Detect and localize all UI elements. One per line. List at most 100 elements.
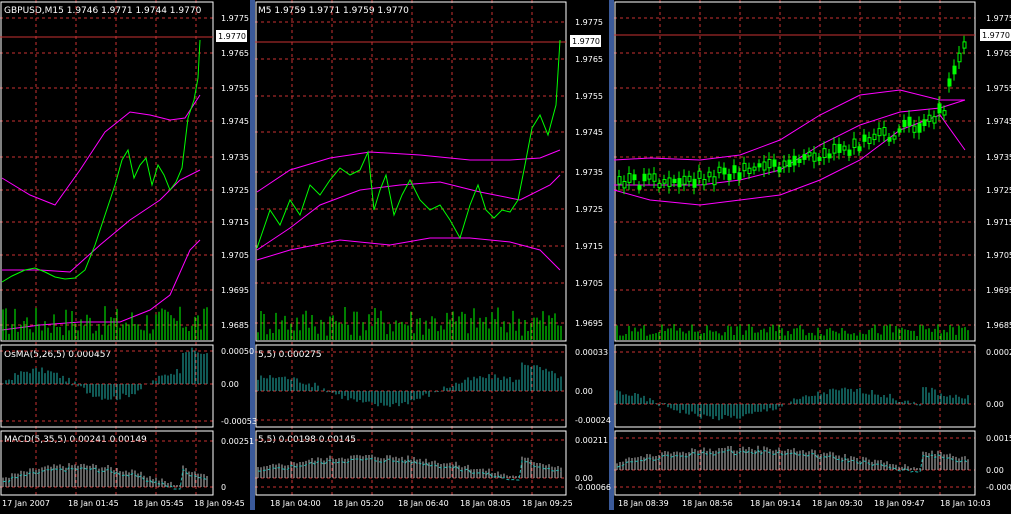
candle-body <box>637 185 642 190</box>
time-tick-label: 18 Jan 08:39 <box>618 499 669 508</box>
osma-label: 5,5) 0.000275 <box>258 350 322 360</box>
band-upper <box>256 149 561 193</box>
window-separator-1[interactable] <box>250 0 255 510</box>
candle-body <box>747 167 752 174</box>
macd-tick-label: 0.00251 <box>221 437 254 446</box>
price-line <box>1 39 201 283</box>
candle-body <box>902 119 907 128</box>
candle-body <box>787 159 792 168</box>
chart-title: GBPUSD,M15 1.9746 1.9771 1.9744 1.9770 <box>4 6 202 16</box>
candle-body <box>947 78 952 87</box>
time-tick-label: 18 Jan 09:30 <box>812 499 863 508</box>
price-tick-label: 1.9745 <box>221 117 249 126</box>
price-tick-label: 1.9735 <box>575 168 603 177</box>
macd-label: 5,5) 0.00198 0.00145 <box>258 435 356 445</box>
chart-window-candles[interactable]: 1.9770 1.9775 1.9765 1.9755 1.9745 1.9735 1.9… <box>613 0 1011 508</box>
osma-tick-label: 0.00050 <box>221 347 254 356</box>
candle-body <box>812 152 817 162</box>
candle-body <box>792 155 797 166</box>
candle-body <box>882 127 887 136</box>
panel-frame <box>0 1 214 342</box>
price-tick-label: 1.9695 <box>221 286 249 295</box>
candle-body <box>642 173 647 182</box>
candle-body <box>617 176 622 185</box>
price-tick-label: 1.9775 <box>575 18 603 27</box>
candle-body <box>652 173 657 182</box>
candle-body <box>627 173 632 183</box>
macd-tick-label: 0 <box>221 483 226 492</box>
candle-body <box>922 119 927 126</box>
osma-tick-label: 0.00029 <box>986 348 1011 357</box>
osma-label: OsMA(5,26,5) 0.000457 <box>4 350 111 360</box>
macd-tick-label: 0.00 <box>986 466 1004 475</box>
candle-body <box>872 133 877 141</box>
band-upper <box>1 94 201 206</box>
osma-tick-label: -0.00024 <box>575 416 611 425</box>
candle-body <box>757 163 762 168</box>
candle-body <box>892 135 897 140</box>
price-tick-label: 1.9725 <box>575 205 603 214</box>
price-tick-label: 1.9715 <box>221 218 249 227</box>
price-tick-label: 1.9765 <box>221 49 249 58</box>
time-tick-label: 18 Jan 08:56 <box>682 499 733 508</box>
macd-tick-label: 0.00211 <box>575 436 608 445</box>
candle-body <box>742 162 747 172</box>
candle-body <box>817 157 822 162</box>
candle-body <box>937 103 942 114</box>
macd-tick-label: 0.00154 <box>986 434 1011 443</box>
candle-body <box>827 153 832 159</box>
band-mid <box>256 174 561 251</box>
candle-body <box>632 174 637 181</box>
price-tick-label: 1.9755 <box>575 92 603 101</box>
candle-body <box>622 180 627 189</box>
macd-tick-label: 0.00 <box>575 474 593 483</box>
panel-frame <box>614 344 976 428</box>
candle-body <box>832 143 837 154</box>
candle-body <box>707 171 712 178</box>
window-separator-2[interactable] <box>609 0 614 510</box>
candle-body <box>962 41 967 49</box>
candle-body <box>717 166 722 174</box>
price-tick-label: 1.9725 <box>221 186 249 195</box>
candle-body <box>932 116 937 124</box>
macd-tick-label: -0.0008 <box>986 483 1011 492</box>
candle-body <box>852 138 857 149</box>
chart-window-gbpusd-m15[interactable]: GBPUSD,M15 1.9746 1.9771 1.9744 1.9770 O… <box>0 0 257 508</box>
price-tick-label: 1.9715 <box>575 242 603 251</box>
osma-tick-label: 0.00 <box>986 400 1004 409</box>
panel-frame <box>0 430 214 496</box>
price-tick-label: 1.9775 <box>221 14 249 23</box>
candle-body <box>847 149 852 156</box>
price-tick-label: 1.9705 <box>575 279 603 288</box>
candle-body <box>712 176 717 186</box>
osma-tick-label: -0.00053 <box>221 417 257 426</box>
band-mid <box>2 169 201 273</box>
candle-body <box>867 137 872 145</box>
price-label-box <box>216 30 247 42</box>
macd-signal-line <box>257 458 562 481</box>
price-label-box <box>570 35 601 47</box>
candle-body <box>807 151 812 157</box>
current-price-label: 1.9770 <box>218 32 246 41</box>
band-lower <box>613 114 966 206</box>
osma-tick-label: 0.00 <box>575 387 593 396</box>
candle-body <box>797 158 802 164</box>
price-tick-label: 1.9685 <box>986 321 1011 330</box>
price-tick-label: 1.9765 <box>575 55 603 64</box>
macd-signal-line <box>616 448 969 473</box>
candle-body <box>657 182 662 189</box>
price-line <box>256 39 561 249</box>
candle-body <box>907 116 912 126</box>
candle-body <box>752 166 757 171</box>
candle-body <box>822 148 827 158</box>
candle-body <box>677 178 682 188</box>
time-tick-label: 18 Jan 09:47 <box>874 499 925 508</box>
price-label-box <box>980 29 1011 41</box>
candle-body <box>927 114 932 122</box>
candle-body <box>697 170 702 179</box>
candle-body <box>772 159 777 167</box>
candle-body <box>952 65 957 75</box>
chart-window-m5[interactable]: M5 1.9759 1.9771 1.9759 1.9770 5,5) 0.00… <box>255 0 611 508</box>
